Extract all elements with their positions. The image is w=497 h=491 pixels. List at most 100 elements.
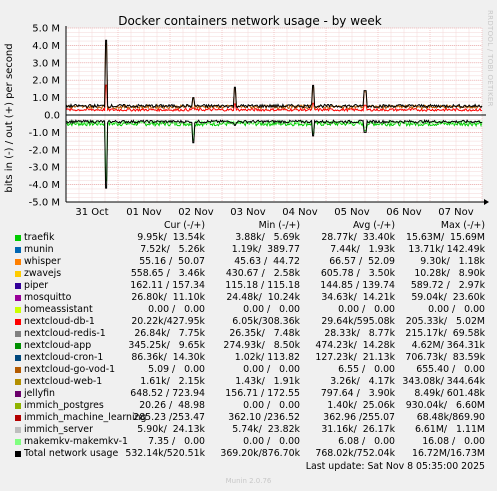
- legend-avg: 362.96 /255.07: [323, 412, 395, 423]
- legend-avg: 28.77k/ 33.40k: [321, 232, 395, 243]
- legend-min: 0.00 / 0.00: [243, 304, 300, 315]
- legend-avg: 605.78 / 3.50k: [320, 268, 395, 279]
- chart-canvas: 5.0 M 4.0 M 3.0 M 2.0 M 1.0 M 0.0 -1.0 M -2.0 M…: [0, 0, 497, 220]
- header-max: Max (-/+): [440, 220, 485, 231]
- legend-avg: 66.57 / 52.09: [329, 256, 395, 267]
- legend-max: 205.33k/ 5.02M: [405, 316, 485, 327]
- legend-avg: 127.23k/ 21.13k: [315, 352, 395, 363]
- axes: [65, 26, 489, 205]
- legend-name: immich_server: [24, 424, 93, 435]
- legend-max: 215.17k/ 69.58k: [405, 328, 485, 339]
- legend-row: nextcloud-go-vod-1 5.09 / 0.00 0.00 / 0.00…: [12, 364, 490, 376]
- legend-name: piper: [24, 280, 49, 291]
- legend-row: piper 162.11 / 157.34 115.18 / 115.18 144.8…: [12, 280, 490, 292]
- legend-avg: 144.85 / 139.74: [320, 280, 395, 291]
- legend-avg: 6.08 / 0.00: [338, 436, 395, 447]
- x-tick-label: 31 Oct: [75, 207, 108, 218]
- legend-swatch: [15, 259, 21, 265]
- legend-cur: 86.36k/ 14.30k: [131, 352, 205, 363]
- legend-max: 4.62M/ 364.31k: [411, 340, 485, 351]
- x-tick-label: 05 Nov: [334, 207, 370, 218]
- y-tick-labels: 5.0 M 4.0 M 3.0 M 2.0 M 1.0 M 0.0 -1.0 M -2.0 M…: [29, 24, 60, 209]
- legend-max: 706.73k/ 83.59k: [405, 352, 485, 363]
- legend-max: 0.00 / 0.00: [428, 304, 485, 315]
- munin-version: Munin 2.0.76: [225, 477, 272, 485]
- legend-max: 16.08 / 0.00: [422, 436, 485, 447]
- legend-min: 3.88k/ 5.69k: [235, 232, 300, 243]
- legend-header: Cur (-/+) Min (-/+) Avg (-/+) Max (-/+): [12, 220, 490, 232]
- legend-name: immich_postgres: [24, 400, 104, 411]
- legend-row: zwavejs 558.65 / 3.46k 430.67 / 2.58k 605.7…: [12, 268, 490, 280]
- legend-avg: 0.00 / 0.00: [338, 304, 395, 315]
- legend-cur: 26.84k/ 7.75k: [134, 328, 205, 339]
- legend-row: nextcloud-web-1 1.61k/ 2.15k 1.43k/ 1.91k 3…: [12, 376, 490, 388]
- legend-avg: 797.64 / 3.90k: [320, 388, 395, 399]
- legend-avg: 3.26k/ 4.17k: [330, 376, 395, 387]
- legend-name: zwavejs: [24, 268, 62, 279]
- y-tick-label: 2.0 M: [32, 76, 60, 87]
- legend-swatch: [15, 235, 21, 241]
- legend-max: 6.61M/ 1.11M: [414, 424, 485, 435]
- legend-min: 0.00 / 0.00: [243, 436, 300, 447]
- legend-cur: 345.25k/ 9.65k: [128, 340, 205, 351]
- legend-cur: 0.00 / 0.00: [148, 304, 205, 315]
- legend-row: traefik 9.95k/ 13.54k 3.88k/ 5.69k 28.77k/ …: [12, 232, 490, 244]
- legend-min: 1.19k/ 389.77: [231, 244, 300, 255]
- legend-name: nextcloud-redis-1: [24, 328, 106, 339]
- legend-min: 1.43k/ 1.91k: [235, 376, 300, 387]
- legend-swatch: [15, 319, 21, 325]
- legend-swatch: [15, 271, 21, 277]
- legend-name: traefik: [24, 232, 55, 243]
- x-tick-labels: 31 Oct 01 Nov 02 Nov 03 Nov 04 Nov 05 Nov 06 N…: [75, 207, 473, 218]
- legend-min: 1.02k/ 113.82: [234, 352, 300, 363]
- legend-avg: 474.23k/ 14.28k: [315, 340, 395, 351]
- header-min: Min (-/+): [258, 220, 300, 231]
- series-total-out: [65, 39, 483, 109]
- legend-name: makemkv-makemkv-1: [24, 436, 128, 447]
- y-tick-label: -5.0 M: [29, 198, 60, 209]
- legend-row: mosquitto 26.80k/ 11.10k 24.48k/ 10.24k 34.…: [12, 292, 490, 304]
- legend-min: 5.74k/ 23.82k: [232, 424, 300, 435]
- legend-name: jellyfin: [24, 388, 55, 399]
- x-tick-label: 04 Nov: [282, 207, 318, 218]
- legend-name: Total network usage: [24, 448, 119, 459]
- legend-min: 369.20k/876.70k: [220, 448, 300, 459]
- legend-avg: 6.55 / 0.00: [338, 364, 395, 375]
- legend-swatch: [15, 427, 21, 433]
- legend-max: 9.30k/ 1.18k: [420, 256, 485, 267]
- chart-title: Docker containers network usage - by wee…: [118, 14, 382, 28]
- legend-swatch: [15, 343, 21, 349]
- legend-min: 430.67 / 2.58k: [225, 268, 300, 279]
- legend-row: jellyfin 648.52 / 723.94 156.71 / 172.55 79…: [12, 388, 490, 400]
- legend-cur: 162.11 / 157.34: [130, 280, 205, 291]
- y-tick-label: -1.0 M: [29, 128, 60, 139]
- y-tick-label: 4.0 M: [32, 41, 60, 52]
- legend-row: immich_postgres 20.26 / 48.98 0.00 / 0.00 1…: [12, 400, 490, 412]
- y-tick-label: -4.0 M: [29, 180, 60, 191]
- legend-cur: 20.26 / 48.98: [139, 400, 205, 411]
- legend-cur: 26.80k/ 11.10k: [131, 292, 205, 303]
- legend-max: 15.63M/ 15.69M: [406, 232, 485, 243]
- legend-avg: 29.64k/595.08k: [321, 316, 395, 327]
- rrdtool-credit: RRDTOOL / TOBI OETIKER: [486, 10, 494, 107]
- legend-name: nextcloud-app: [24, 340, 92, 351]
- legend-cur: 55.16 / 50.07: [139, 256, 205, 267]
- legend-name: nextcloud-db-1: [24, 316, 95, 327]
- legend-cur: 5.09 / 0.00: [148, 364, 205, 375]
- legend-cur: 7.35 / 0.00: [148, 436, 205, 447]
- legend-row: munin 7.52k/ 5.26k 1.19k/ 389.77 7.44k/ 1.9…: [12, 244, 490, 256]
- legend-row: whisper 55.16 / 50.07 45.63 / 44.72 66.57 /…: [12, 256, 490, 268]
- legend-row: homeassistant 0.00 / 0.00 0.00 / 0.00 0.00 …: [12, 304, 490, 316]
- legend-cur: 648.52 / 723.94: [130, 388, 205, 399]
- legend-max: 8.49k/ 601.48k: [414, 388, 485, 399]
- x-tick-label: 02 Nov: [178, 207, 214, 218]
- legend-row: immich_machine_learning 285.23 /253.47 362…: [12, 412, 490, 424]
- legend-row: nextcloud-db-1 20.22k/427.95k 6.05k/308.36…: [12, 316, 490, 328]
- y-tick-label: 0.0: [44, 111, 60, 122]
- x-axis-arrow: [484, 199, 489, 205]
- legend-swatch: [15, 247, 21, 253]
- legend-min: 26.35k/ 7.48k: [229, 328, 300, 339]
- legend-avg: 768.02k/752.04k: [315, 448, 395, 459]
- legend-avg: 7.44k/ 1.93k: [330, 244, 395, 255]
- legend-cur: 1.61k/ 2.15k: [140, 376, 205, 387]
